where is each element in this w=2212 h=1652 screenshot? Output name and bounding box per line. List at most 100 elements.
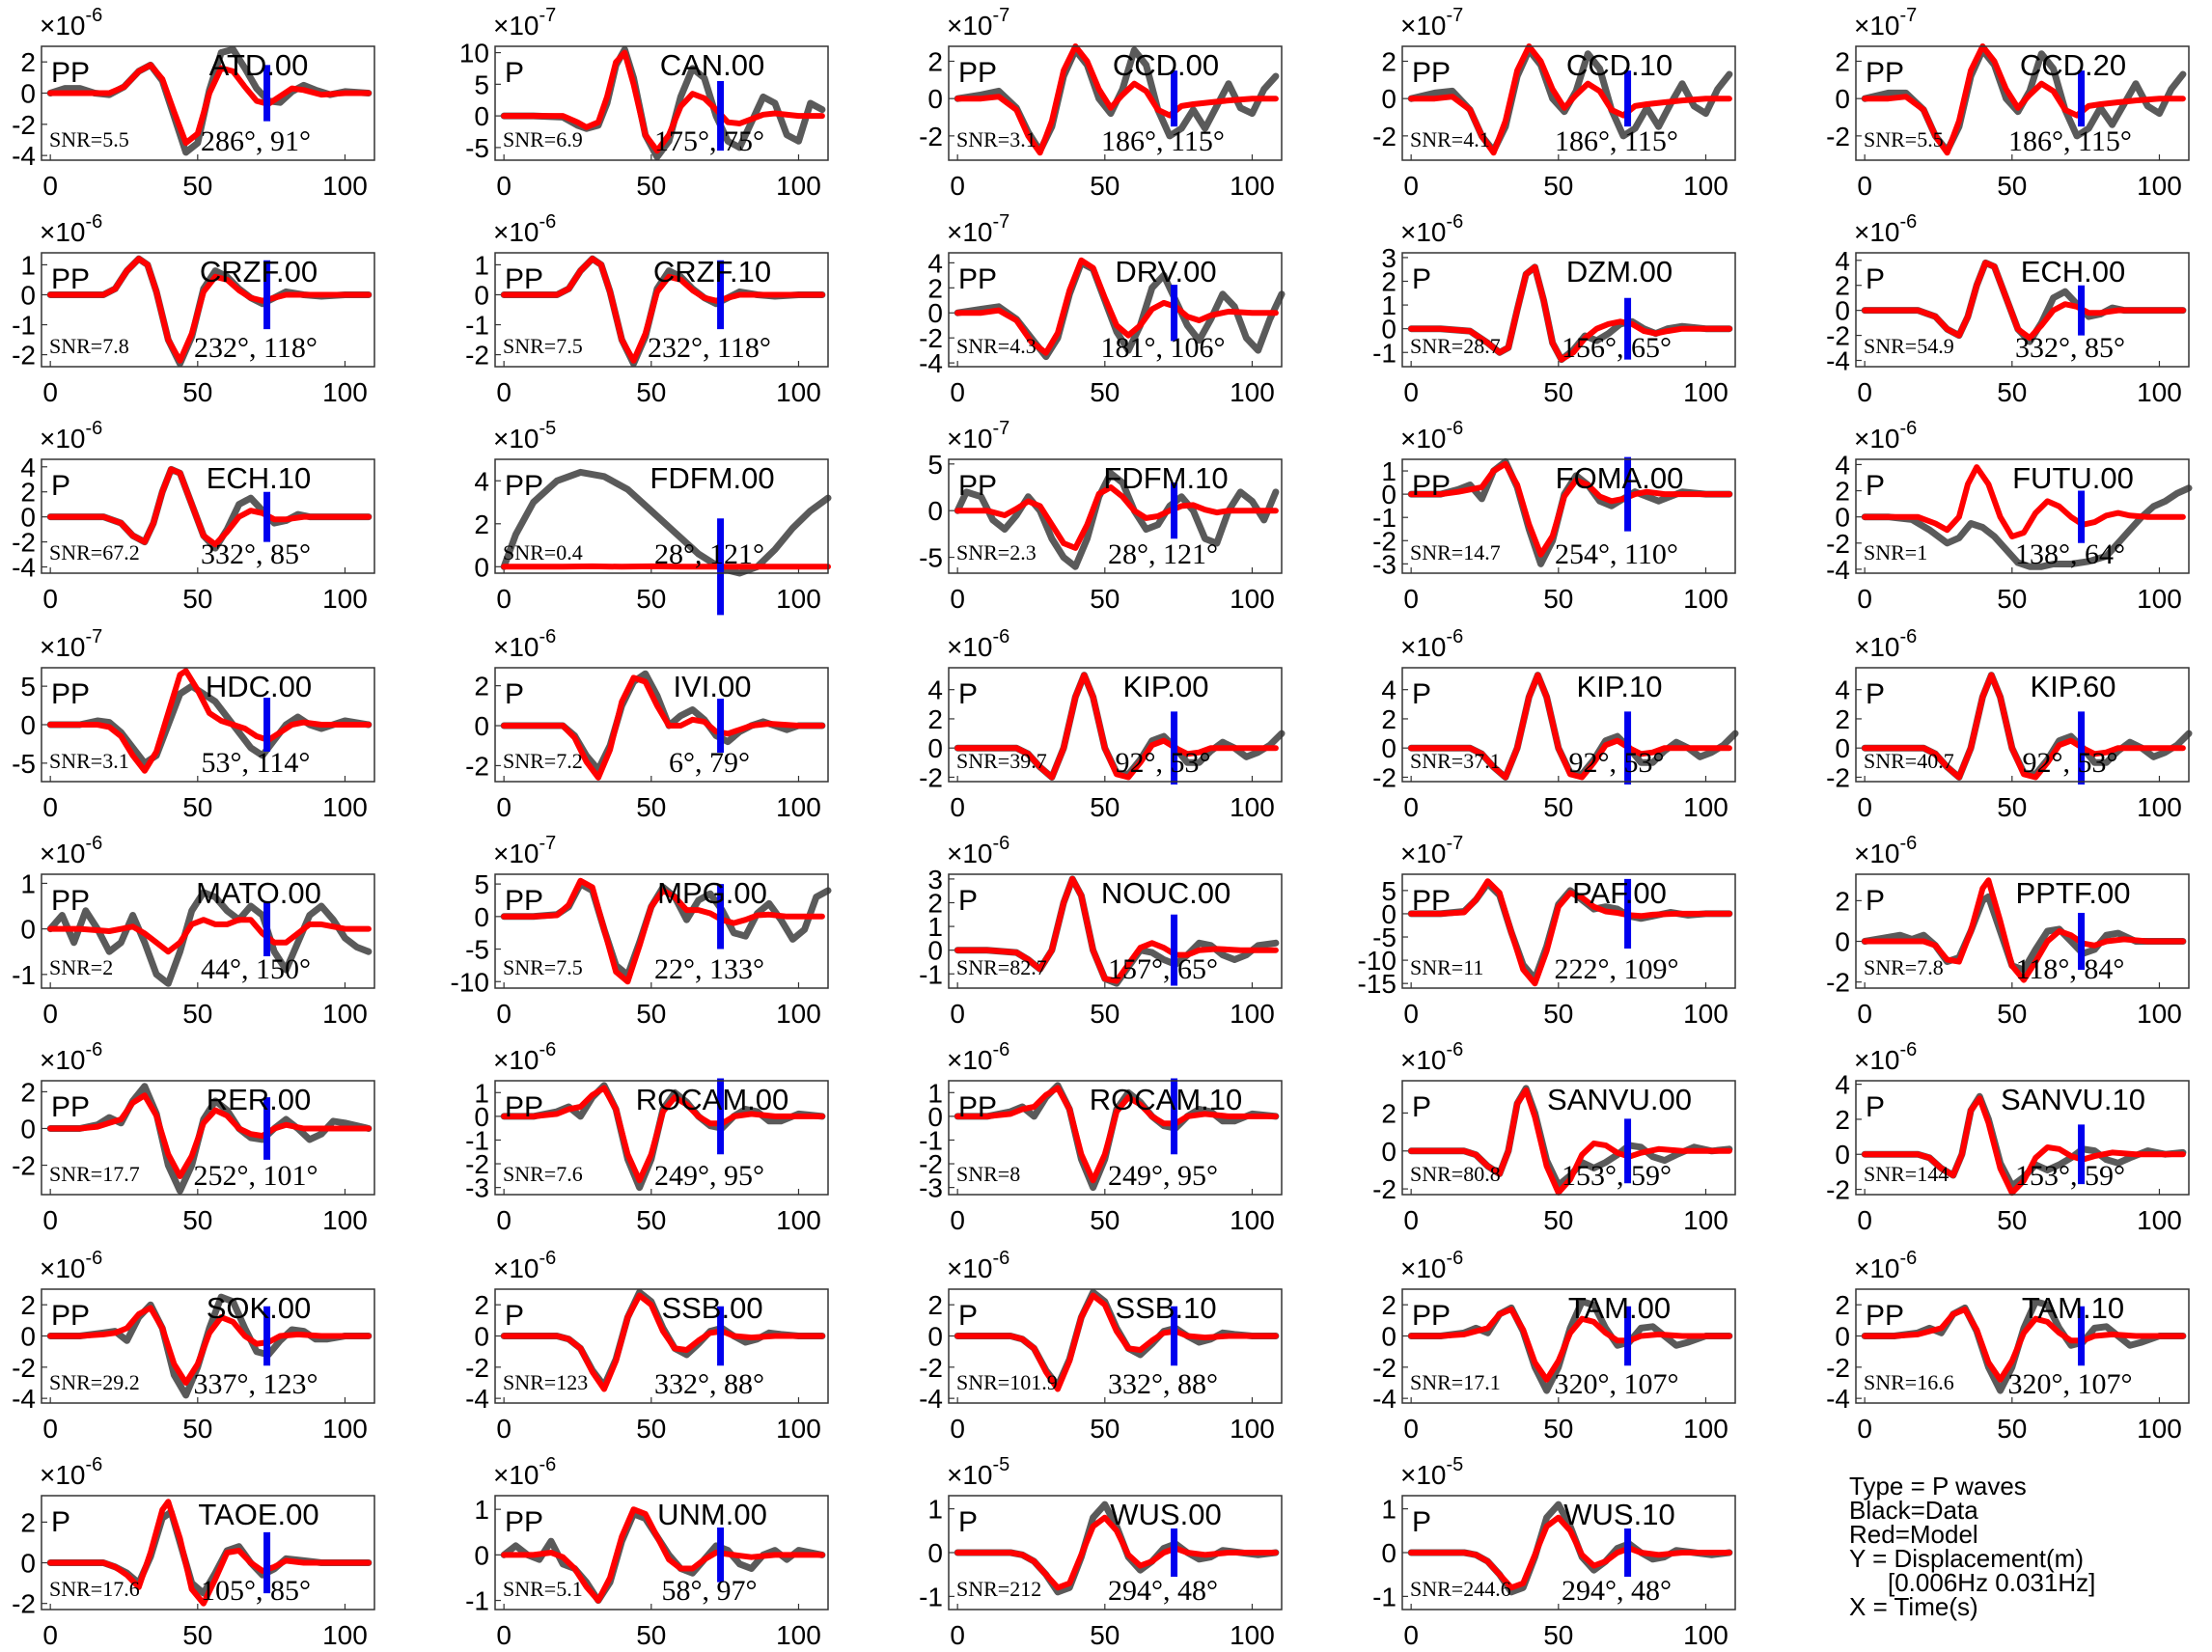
axes-frame [1855, 45, 2190, 161]
x-tick-label: 100 [1230, 999, 1275, 1029]
y-tick-label: -4 [1826, 346, 1850, 376]
angles-label: 157°, 65° [1108, 953, 1218, 985]
y-exponent-label: ×10-7 [1400, 833, 1463, 868]
y-tick-label: -5 [465, 133, 489, 163]
station-label: UNM.00 [657, 1498, 767, 1531]
y-tick-label: 0 [1835, 1321, 1850, 1351]
y-tick-label: 2 [1381, 704, 1396, 734]
y-tick-label: -2 [12, 341, 36, 371]
y-tick-label: 1 [20, 868, 36, 898]
waveform-panel: ×10-5 0 2 4 0 50 100 PP FDFM.00 SNR=0.4 28°, 121° [474, 418, 832, 616]
model-trace [501, 1085, 825, 1184]
axes-frame [948, 873, 1283, 989]
x-tick-label: 0 [42, 792, 58, 822]
x-tick-label: 50 [1090, 999, 1120, 1029]
y-tick-label: 0 [20, 915, 36, 945]
y-tick-label: -4 [12, 141, 36, 171]
model-trace [501, 675, 825, 781]
y-tick-label: 1 [1381, 456, 1396, 486]
snr-label: SNR=5.5 [1864, 127, 1944, 151]
x-tick-label: 0 [950, 377, 965, 407]
y-tick-label: -2 [1372, 526, 1396, 556]
y-tick-label: 0 [20, 710, 36, 740]
model-trace [1408, 1307, 1732, 1383]
angles-label: 232°, 118° [648, 332, 771, 364]
y-exponent-label: ×10-6 [40, 211, 102, 247]
y-tick-label: -2 [12, 1589, 36, 1619]
x-tick-label: 0 [42, 584, 58, 614]
y-tick-label: 2 [927, 889, 943, 919]
y-tick-label: 2 [1381, 267, 1396, 297]
x-tick-label: 0 [1403, 1205, 1419, 1235]
y-tick-label: 2 [1835, 704, 1850, 734]
axes-frame [1855, 667, 2190, 783]
x-tick-label: 100 [776, 1414, 821, 1444]
model-trace [1408, 43, 1732, 156]
x-tick-label: 0 [1857, 584, 1872, 614]
x-tick-label: 0 [496, 792, 512, 822]
phase-label: P [958, 885, 978, 917]
x-tick-label: 100 [776, 999, 821, 1029]
y-tick-label: -2 [1372, 762, 1396, 792]
angles-label: 175°, 75° [654, 125, 764, 157]
phase-label: P [1412, 1506, 1431, 1538]
angles-label: 156°, 65° [1562, 332, 1672, 364]
legend-line-type: Type = P waves [1849, 1472, 2027, 1501]
x-tick-label: 50 [636, 1205, 666, 1235]
axes-frame [1855, 1080, 2190, 1196]
x-tick-label: 100 [1683, 584, 1728, 614]
model-trace [1408, 460, 1732, 558]
x-tick-label: 100 [322, 1414, 368, 1444]
station-label: CRZF.00 [200, 255, 318, 289]
y-tick-label: 0 [927, 1102, 943, 1132]
model-trace [501, 877, 825, 985]
snr-label: SNR=39.7 [956, 749, 1047, 773]
x-tick-label: 50 [636, 792, 666, 822]
phase-label: P [1412, 263, 1431, 295]
snr-label: SNR=2.3 [956, 540, 1037, 564]
angles-label: 294°, 48° [1562, 1575, 1672, 1607]
x-tick-label: 0 [42, 1205, 58, 1235]
y-tick-label: 4 [1835, 675, 1850, 705]
phase-label: PP [51, 1091, 90, 1123]
model-trace [1408, 1514, 1732, 1591]
station-label: FDFM.00 [650, 461, 774, 495]
snr-label: SNR=6.9 [503, 127, 583, 151]
y-tick-label: 0 [1835, 733, 1850, 763]
station-label: KIP.10 [1576, 670, 1662, 703]
x-tick-label: 0 [1403, 999, 1419, 1029]
y-tick-label: 0 [1835, 296, 1850, 326]
y-exponent-label: ×10-7 [40, 626, 102, 662]
station-label: CCD.20 [2020, 48, 2126, 82]
y-tick-label: -5 [1372, 922, 1396, 952]
x-tick-label: 0 [1857, 792, 1872, 822]
angles-label: 105°, 85° [201, 1575, 311, 1607]
y-tick-label: 5 [474, 69, 489, 99]
x-tick-label: 50 [1543, 1414, 1573, 1444]
y-tick-label: -1 [1372, 503, 1396, 533]
snr-label: SNR=14.7 [1410, 540, 1501, 564]
y-tick-label: -3 [919, 1173, 943, 1203]
y-tick-label: 0 [1835, 84, 1850, 114]
station-label: RER.00 [207, 1083, 312, 1116]
y-tick-label: 2 [927, 273, 943, 303]
axes-frame [948, 1495, 1283, 1611]
x-tick-label: 100 [1683, 1205, 1728, 1235]
phase-label: PP [505, 885, 543, 917]
y-tick-label: 2 [1835, 46, 1850, 76]
station-label: ECH.00 [2021, 255, 2126, 289]
y-exponent-label: ×10-6 [1854, 211, 1917, 247]
y-exponent-label: ×10-6 [40, 5, 102, 41]
x-tick-label: 50 [1090, 1620, 1120, 1650]
x-tick-label: 0 [42, 171, 58, 201]
